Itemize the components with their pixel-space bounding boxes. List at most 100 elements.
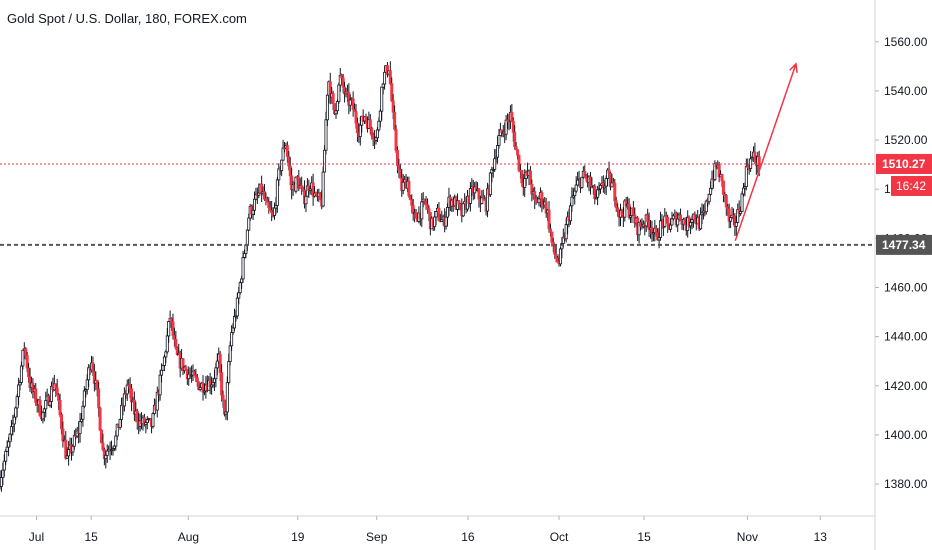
candle-down <box>550 231 554 243</box>
candle-up <box>44 400 48 410</box>
candle-down <box>398 169 402 179</box>
candle-down <box>371 134 375 140</box>
candle-up <box>273 207 277 216</box>
candle-up <box>446 207 450 218</box>
candle-up <box>151 413 155 427</box>
candle-up <box>21 349 25 367</box>
candle-up <box>164 351 168 358</box>
candle-up <box>242 253 246 258</box>
countdown-label: 16:42 <box>896 179 926 193</box>
candle-up <box>82 390 86 407</box>
trend-arrow-head[interactable] <box>789 62 798 73</box>
candle-down <box>170 317 174 323</box>
candle-down <box>410 199 414 206</box>
candle-down <box>61 428 65 442</box>
candle-up <box>71 445 75 453</box>
candle-up <box>215 360 219 369</box>
candle-up <box>104 454 108 460</box>
candle-down <box>55 387 59 396</box>
candle-up <box>375 129 379 139</box>
candle-down <box>390 83 394 102</box>
candle-up <box>496 145 500 158</box>
candle-down <box>646 214 650 223</box>
candle-down <box>171 321 175 336</box>
candle-down <box>285 145 289 157</box>
candle-down <box>184 366 188 371</box>
candle-up <box>160 369 164 376</box>
candle-down <box>172 335 176 340</box>
candle-up <box>497 135 501 146</box>
y-tick-label: 1540.00 <box>884 84 928 98</box>
trend-arrow-line[interactable] <box>734 63 797 242</box>
candle-down <box>100 429 104 444</box>
candle-up <box>381 83 385 88</box>
candle-down <box>753 151 757 161</box>
x-tick-label: 13 <box>814 530 828 544</box>
candle-up <box>570 196 574 207</box>
candle-up <box>252 198 256 211</box>
candle-down <box>38 399 42 416</box>
candle-down <box>520 170 524 184</box>
candle-up <box>574 184 578 192</box>
y-tick-label: 1560.00 <box>884 35 928 49</box>
y-tick-label: 1420.00 <box>884 379 928 393</box>
time-scale-area[interactable] <box>0 517 932 550</box>
candle-down <box>666 217 670 224</box>
candle-up <box>709 187 713 195</box>
candle-up <box>358 124 362 137</box>
candle-up <box>161 364 165 371</box>
candle-up <box>167 320 171 337</box>
candle-up <box>17 384 21 398</box>
x-tick-label: 15 <box>637 530 651 544</box>
candle-down <box>395 150 399 166</box>
candle-up <box>225 382 229 413</box>
candle-up <box>165 335 169 353</box>
level-price-label: 1477.34 <box>882 238 926 252</box>
candle-up <box>78 421 82 435</box>
candle-down <box>614 200 618 209</box>
candle-up <box>335 101 339 112</box>
candle-up <box>48 400 52 406</box>
candle-down <box>267 201 271 209</box>
candle-down <box>593 185 597 200</box>
price-tags: 1510.27 16:42 1477.34 <box>876 153 932 255</box>
candle-down <box>394 128 398 151</box>
candle-down <box>195 377 199 383</box>
candle-up <box>741 187 745 195</box>
x-tick-label: 16 <box>461 530 475 544</box>
candle-down <box>408 195 412 201</box>
candle-up <box>378 110 382 122</box>
candle-down <box>331 93 335 104</box>
candle-up <box>324 119 328 151</box>
candle-up <box>5 446 9 452</box>
candle-down <box>135 410 139 423</box>
candle-down <box>59 414 63 430</box>
candle-up <box>247 217 251 231</box>
candle-up <box>401 181 405 191</box>
candle-down <box>301 186 305 191</box>
candle-down <box>511 120 515 133</box>
x-tick-label: 19 <box>291 530 305 544</box>
candle-down <box>556 257 560 263</box>
price-scale-area[interactable] <box>876 0 932 516</box>
candle-up <box>337 84 341 102</box>
candle-down <box>547 209 551 230</box>
candle-up <box>118 419 122 429</box>
candle-down <box>607 169 611 174</box>
candle-down <box>620 210 624 215</box>
drawing-layer <box>734 62 798 242</box>
candle-down <box>693 213 697 221</box>
candle-down <box>58 399 62 415</box>
candle-down <box>554 253 558 259</box>
candle-down <box>391 100 395 113</box>
candle-down <box>288 165 292 177</box>
candle-up <box>9 426 13 435</box>
candle-down <box>514 146 518 151</box>
candle-up <box>122 393 126 407</box>
candle-down <box>683 219 687 225</box>
y-tick-label: 1460.00 <box>884 280 928 294</box>
candle-up <box>237 292 241 299</box>
candle-up <box>11 423 15 428</box>
candle-down <box>654 227 658 233</box>
